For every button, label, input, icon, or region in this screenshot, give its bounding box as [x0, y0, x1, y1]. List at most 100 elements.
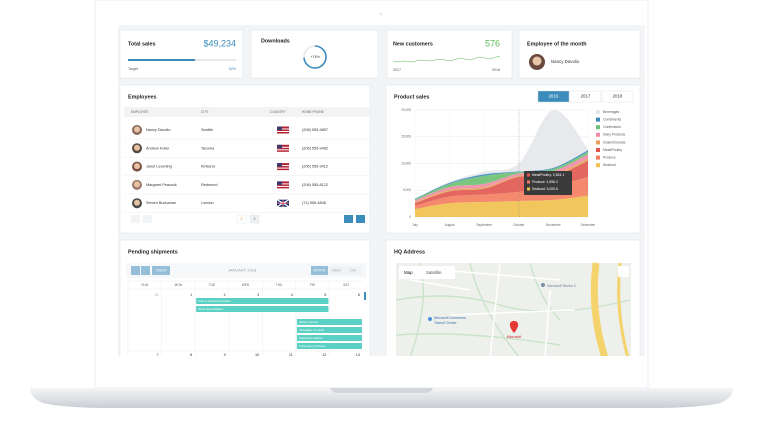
event[interactable]: [296, 335, 362, 341]
map-road: [409, 262, 576, 356]
column-header: HOME PHONE: [302, 110, 324, 114]
year-button[interactable]: [601, 90, 634, 103]
year-button[interactable]: [569, 90, 602, 103]
city: Kirkland: [201, 165, 215, 169]
laptop-notch: [330, 388, 433, 393]
weekday: TUE: [209, 283, 215, 287]
flag-stripe: [277, 167, 289, 169]
pager-arrow[interactable]: [356, 215, 365, 223]
legend-label: Grains/Cereals: [603, 140, 626, 144]
weekday: THU: [276, 283, 283, 287]
legend-swatch: [596, 110, 600, 114]
event[interactable]: [196, 306, 329, 312]
flag: [277, 144, 289, 152]
legend-label: Confections: [603, 125, 621, 129]
event-label: Chop-suey Chinese: [299, 344, 326, 348]
legend-swatch: [596, 163, 600, 168]
card: [250, 29, 379, 79]
map-tab[interactable]: Satellite: [426, 270, 442, 275]
event[interactable]: [196, 298, 329, 304]
card-title: Product sales: [394, 94, 429, 100]
flag-cross: [277, 199, 289, 207]
area: [415, 160, 588, 206]
date: 13: [356, 353, 360, 357]
event[interactable]: [296, 343, 362, 349]
avatar-face: [134, 181, 140, 188]
avatar-face: [134, 199, 140, 206]
card-title: Employee of the month: [527, 41, 587, 47]
kpi-label: Target: [128, 67, 138, 71]
legend-label: Produce: [603, 155, 616, 159]
fullscreen-button[interactable]: [618, 266, 629, 277]
tooltip-text: Seafood: 3,000.6: [532, 187, 558, 191]
avatar-face: [134, 144, 140, 151]
progress-fill: [128, 59, 195, 61]
table-header: [124, 107, 369, 117]
legend-label: Meat/Poultry: [603, 148, 622, 152]
flag: [277, 126, 289, 134]
city: London: [201, 201, 214, 205]
content: Total sales $49,234 Target 62% Downloads…: [119, 29, 641, 357]
map-road: [395, 262, 631, 356]
map-place: Transit Center: [434, 321, 457, 325]
tooltip-text: Produce: 1,696.2: [532, 180, 558, 184]
column-header: COUNTRY: [270, 110, 287, 114]
legend-label: Seafood: [603, 163, 616, 167]
date: 10: [255, 353, 259, 357]
employee-name: Janet Leverling: [146, 165, 172, 169]
card: [518, 29, 641, 79]
year-label: 2018: [613, 94, 623, 99]
x-tick-label: August: [445, 223, 455, 227]
flag: [277, 181, 289, 189]
avatar-face: [134, 126, 140, 133]
area: [415, 176, 588, 209]
card-title: Employees: [128, 94, 156, 100]
date: 2: [224, 293, 226, 297]
x-tick-label: December: [581, 223, 597, 227]
phone: (206) 555-9482: [302, 146, 328, 150]
map-tab[interactable]: Map: [404, 270, 413, 275]
event-label: Suprêmes délices: [299, 336, 323, 340]
event-label: Vins et alcools Chevalier: [198, 299, 231, 303]
employee-name: Nancy Davolio: [146, 128, 170, 132]
date: 8: [190, 353, 192, 357]
weekday: FRI: [310, 283, 315, 287]
kpi-value: 576: [485, 38, 500, 48]
phone: (206) 555-3412: [302, 165, 328, 169]
flag: [277, 163, 289, 171]
laptop-base: [30, 388, 733, 408]
page-button[interactable]: [236, 214, 247, 224]
date: 7: [156, 353, 158, 357]
pager-arrow[interactable]: [344, 215, 353, 223]
event[interactable]: [296, 327, 362, 333]
area: [415, 109, 588, 199]
camera: [379, 12, 383, 16]
x-tick-label: July: [412, 223, 418, 227]
pager-arrow[interactable]: [143, 215, 152, 223]
tooltip: [524, 171, 572, 195]
year-button[interactable]: [537, 90, 570, 103]
city: Redmond: [201, 183, 217, 187]
page-button[interactable]: [249, 214, 260, 224]
flag-canton: [277, 126, 282, 130]
pager-arrow[interactable]: [131, 215, 140, 223]
freeway: [590, 262, 609, 356]
y-tick-label: 20,000: [401, 108, 411, 112]
card: [119, 29, 244, 79]
map: [395, 262, 631, 356]
place-marker: [428, 317, 432, 321]
column-header: EMPLOYEE: [131, 110, 149, 114]
map-place: Microsoft: [507, 335, 522, 339]
tooltip-swatch: [527, 173, 530, 177]
avatar-face: [134, 163, 140, 170]
event[interactable]: [296, 319, 362, 325]
calendar-toolbar: [126, 263, 366, 278]
date: 5: [324, 293, 326, 297]
flag-stripe: [277, 183, 289, 185]
y-tick-label: 10,000: [401, 161, 411, 165]
phone: (71) 555-4848: [302, 201, 326, 205]
page-number: 2: [254, 217, 256, 221]
map-pin: [509, 321, 519, 333]
date: 31: [154, 293, 158, 297]
date: 6: [358, 293, 360, 297]
